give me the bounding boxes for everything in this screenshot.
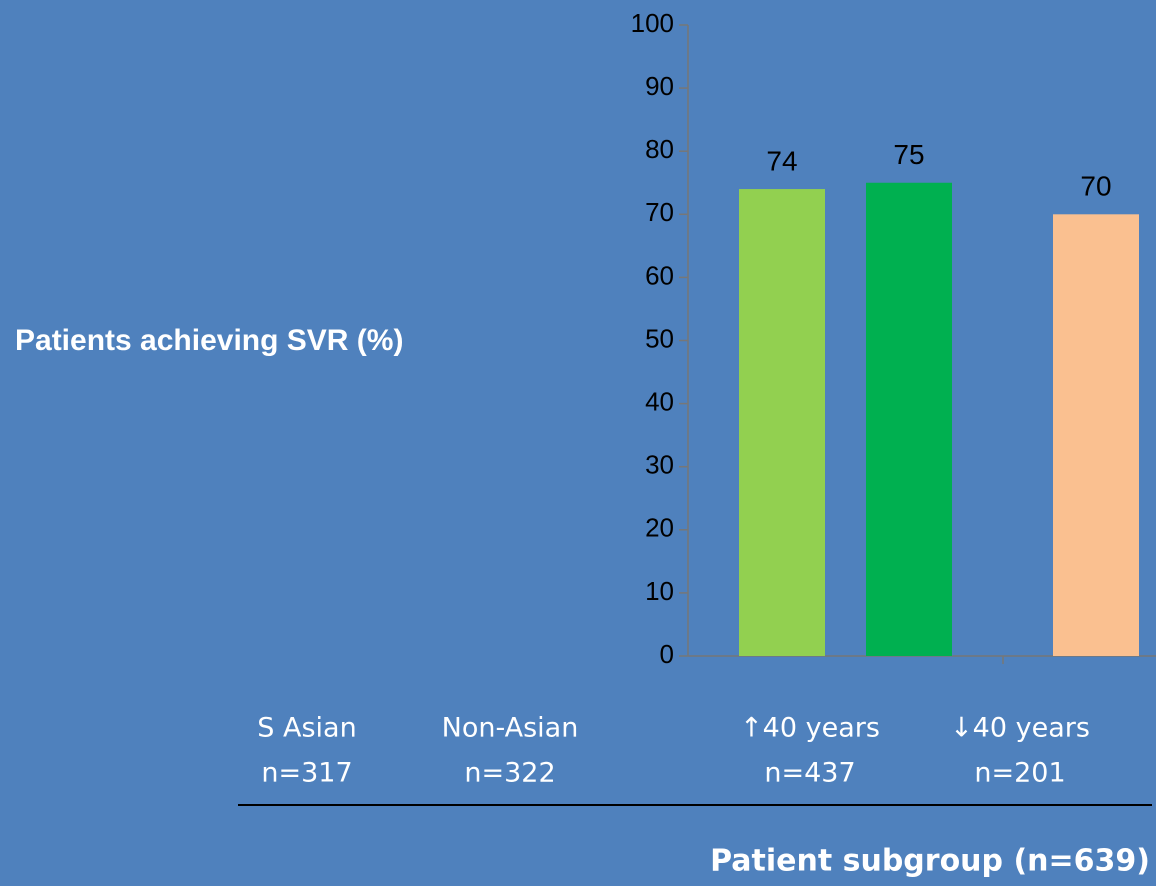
y-tick-label: 80: [645, 134, 674, 164]
category-label: S Asian: [257, 713, 356, 744]
value-label: 70: [1080, 171, 1111, 202]
y-tick-label: 0: [660, 639, 674, 669]
y-axis-title: Patients achieving SVR (%): [15, 324, 403, 357]
y-tick-label: 20: [645, 513, 674, 543]
y-tick-label: 90: [645, 71, 674, 101]
y-tick-label: 10: [645, 576, 674, 606]
bar: [1053, 214, 1139, 657]
y-tick-label: 100: [631, 8, 674, 38]
y-tick-label: 70: [645, 197, 674, 227]
value-label: 75: [893, 139, 924, 170]
category-n: n=317: [261, 758, 352, 789]
bar: [739, 189, 825, 656]
x-axis-title: Patient subgroup (n=639): [710, 844, 1150, 879]
category-n: n=322: [464, 758, 555, 789]
category-label: Non-Asian: [442, 713, 579, 744]
category-label: ↓40 years: [950, 713, 1090, 744]
category-label: ↑40 years: [740, 713, 880, 744]
y-tick-label: 30: [645, 450, 674, 480]
value-label: 74: [766, 145, 797, 176]
y-tick-label: 40: [645, 386, 674, 416]
category-n: n=437: [764, 758, 855, 789]
category-n: n=201: [974, 758, 1065, 789]
y-tick-label: 60: [645, 260, 674, 290]
bar: [866, 182, 952, 656]
y-tick-label: 50: [645, 323, 674, 353]
